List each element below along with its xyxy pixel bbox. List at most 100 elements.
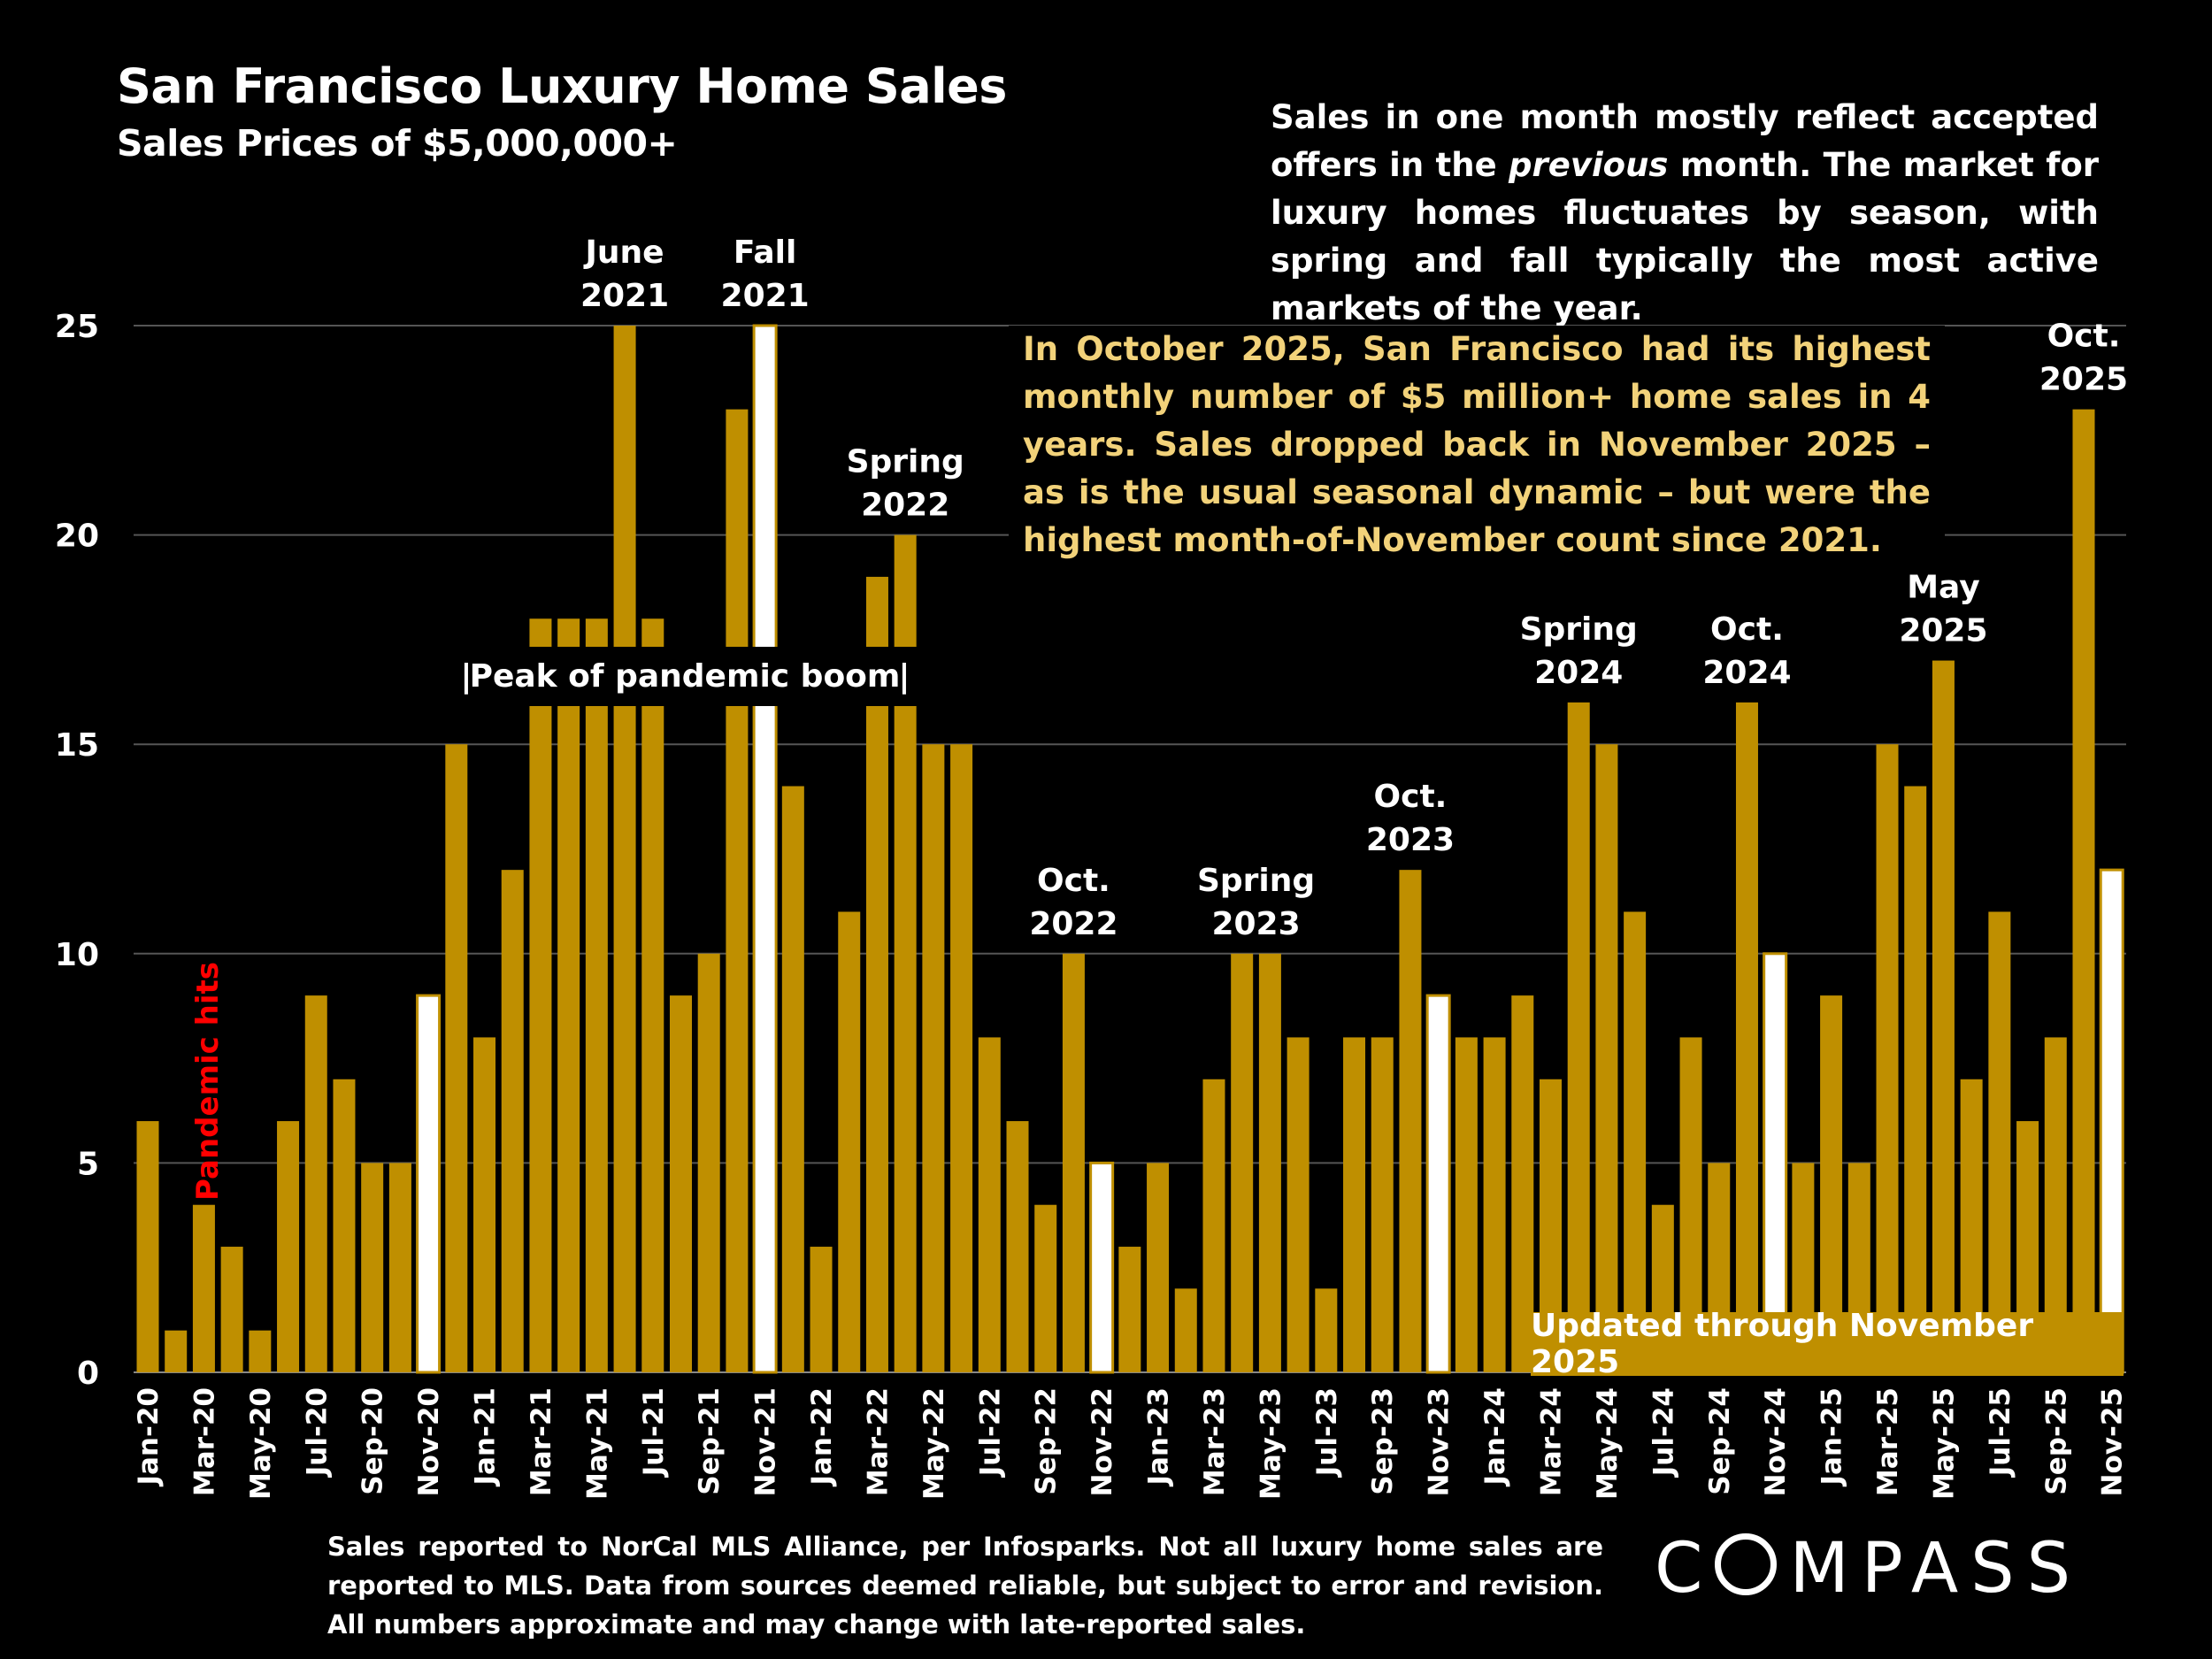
y-tick-label: 10 — [55, 937, 99, 973]
annotation-label: Oct. — [1710, 611, 1784, 648]
boom-band-mask — [447, 647, 938, 706]
x-tick-label: Jul-21 — [638, 1387, 670, 1478]
bar — [445, 744, 468, 1372]
chart-subtitle: Sales Prices of $5,000,000+ — [117, 122, 678, 165]
y-tick-label: 15 — [55, 727, 99, 764]
bar — [1258, 953, 1281, 1372]
x-axis-ticks: Jan-20 Mar-20 May-20 Jul-20 Sep-20 Nov-20 Jan-… — [133, 1387, 2129, 1500]
bar — [136, 1121, 159, 1372]
bar — [165, 1330, 188, 1372]
bar — [1399, 870, 1422, 1372]
x-tick-label: Sep-20 — [357, 1387, 389, 1495]
bar — [810, 1247, 833, 1372]
x-tick-label: Mar-21 — [526, 1387, 557, 1496]
x-tick-label: Sep-22 — [1031, 1387, 1063, 1495]
bar — [1455, 1037, 1478, 1372]
compass-logo: C MPASS — [1655, 1529, 2084, 1609]
annotation-label: 2021 — [580, 278, 669, 314]
bar — [277, 1121, 300, 1372]
x-tick-label: May-25 — [1928, 1387, 1960, 1500]
x-tick-label: May-23 — [1255, 1387, 1286, 1500]
logo-o-circle — [1715, 1533, 1778, 1595]
x-tick-label: Jan-25 — [1816, 1387, 1848, 1487]
bar — [1876, 744, 1899, 1372]
x-tick-label: Jan-20 — [133, 1387, 165, 1487]
pandemic-boom-band: | |Peak of pandemic boom — [447, 647, 938, 706]
x-tick-label: Sep-25 — [2040, 1387, 2072, 1495]
annotation-label: May — [1907, 570, 1979, 606]
annotation-label: Oct. — [2047, 319, 2121, 355]
annotation-label: 2025 — [2039, 362, 2128, 398]
boom-bar-left: | — [460, 658, 472, 695]
bar — [1147, 1163, 1170, 1372]
x-tick-label: Jul-20 — [301, 1387, 333, 1478]
bar — [501, 870, 524, 1372]
annotation-label: 2023 — [1366, 822, 1455, 858]
bar — [220, 1247, 243, 1372]
bar — [781, 786, 804, 1372]
bar — [2099, 868, 2124, 1374]
bar — [1231, 953, 1254, 1372]
bar — [1567, 702, 1590, 1372]
bar — [865, 576, 888, 1372]
annotation-label: 2024 — [1534, 655, 1623, 691]
bar — [2072, 409, 2095, 1372]
x-tick-label: Nov-24 — [1760, 1387, 1792, 1496]
note-text-emphasis: previous — [1509, 146, 1669, 184]
bar — [304, 995, 327, 1372]
bar — [361, 1163, 384, 1372]
annotation-label: 2024 — [1702, 655, 1791, 691]
bar — [416, 994, 442, 1374]
bar — [1595, 744, 1618, 1372]
y-tick-label: 0 — [77, 1356, 99, 1392]
annotation-label: Spring — [847, 444, 964, 480]
x-tick-label: Jul-22 — [974, 1387, 1006, 1478]
bar — [1904, 786, 1927, 1372]
x-tick-label: Mar-24 — [1536, 1387, 1568, 1496]
bar — [585, 618, 608, 1372]
bar — [1006, 1121, 1029, 1372]
bar — [1034, 1204, 1057, 1372]
bar — [1286, 1037, 1310, 1372]
bar — [1174, 1288, 1197, 1372]
annotation-label: Fall — [733, 234, 796, 271]
x-tick-label: May-21 — [581, 1387, 613, 1500]
x-tick-label: Mar-22 — [862, 1387, 894, 1496]
x-tick-label: Sep-23 — [1367, 1387, 1399, 1495]
bar — [192, 1204, 215, 1372]
x-tick-label: Jan-23 — [1143, 1387, 1175, 1487]
y-axis-ticks: 0 5 10 15 20 25 — [55, 309, 99, 1392]
bar — [249, 1330, 272, 1372]
annotation-label: 2022 — [1029, 906, 1118, 942]
x-tick-label: Mar-20 — [188, 1387, 220, 1496]
x-tick-label: May-24 — [1592, 1387, 1624, 1500]
pandemic-hits-label: Pandemic hits — [190, 962, 226, 1201]
x-tick-label: Jul-24 — [1647, 1387, 1679, 1478]
october-callout: In October 2025, San Francisco had its h… — [1009, 326, 1945, 565]
x-tick-label: Jan-22 — [806, 1387, 838, 1487]
bar — [922, 744, 945, 1372]
bar — [838, 911, 861, 1372]
bar — [1371, 1037, 1394, 1372]
bar — [752, 324, 778, 1374]
bar — [978, 1037, 1001, 1372]
bar — [473, 1037, 496, 1372]
boom-label: Peak of pandemic boom — [470, 658, 901, 695]
bar — [1315, 1288, 1338, 1372]
boom-bar-right: | — [898, 658, 910, 695]
x-tick-label: Mar-25 — [1872, 1387, 1904, 1496]
bars — [136, 324, 2124, 1374]
x-tick-label: Jul-25 — [1985, 1387, 2016, 1478]
x-tick-label: May-20 — [245, 1387, 277, 1500]
bar — [1735, 702, 1758, 1372]
bar — [1624, 911, 1647, 1372]
bar — [613, 326, 636, 1372]
bar — [1118, 1247, 1141, 1372]
annotations: June 2021 Fall 2021 Spring 2022 Oct. 2022 Spring… — [580, 234, 2128, 942]
updated-badge: Updated through November 2025 — [1531, 1308, 2124, 1380]
bar — [669, 995, 692, 1372]
annotation-label: June — [583, 234, 664, 271]
note-text-a: Sales in one month mostly reflect accept… — [1271, 98, 2099, 184]
x-tick-label: Mar-23 — [1199, 1387, 1231, 1496]
